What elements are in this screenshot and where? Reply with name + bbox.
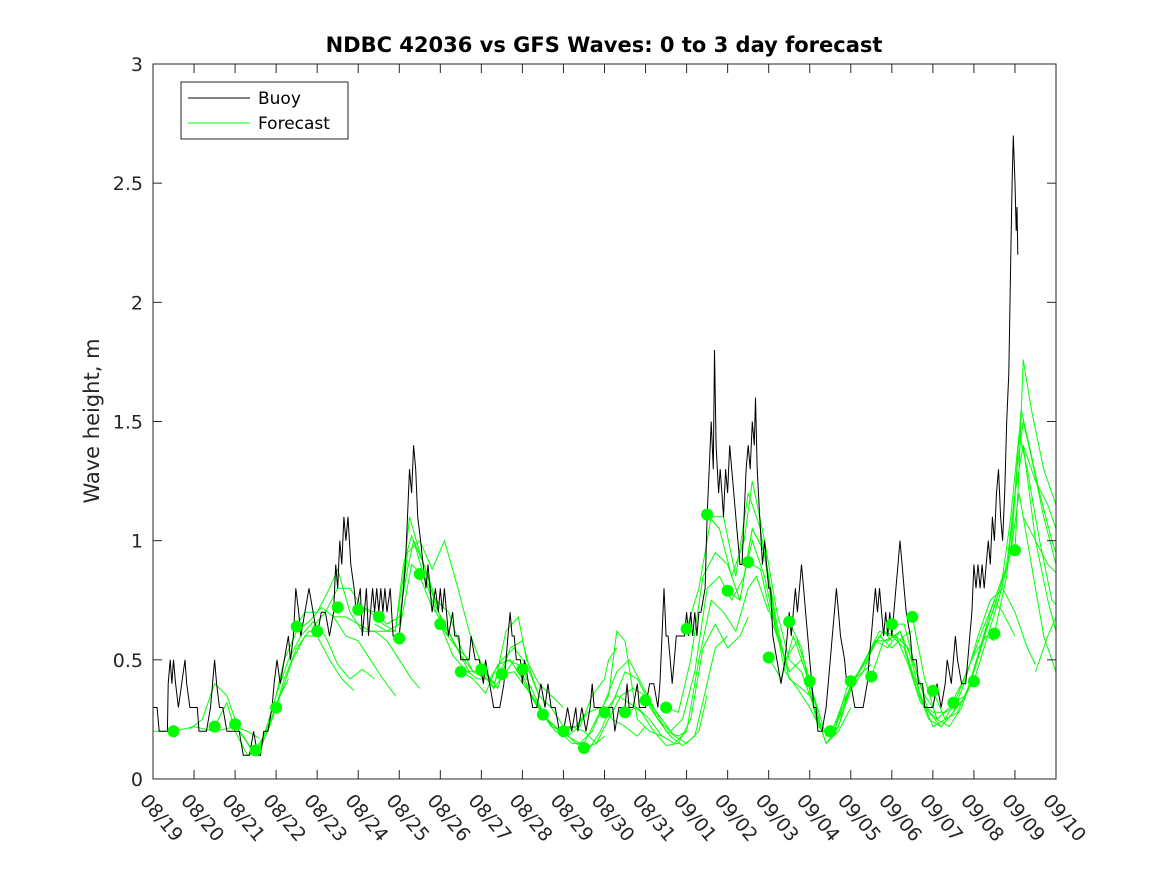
forecast-marker-36 [906,610,919,623]
forecast-marker-7 [311,625,324,638]
forecast-marker-14 [454,665,467,678]
forecast-marker-32 [824,725,837,738]
forecast-marker-8 [331,601,344,614]
forecast-marker-40 [988,627,1001,640]
forecast-marker-19 [557,725,570,738]
buoy-series-group [153,135,1019,756]
y-tick-label-1: 0.5 [113,650,143,672]
forecast-marker-16 [495,668,508,681]
forecast-series-group [153,359,1056,757]
forecast-line-38 [932,445,1056,721]
forecast-marker-22 [619,706,631,719]
forecast-marker-1 [167,725,180,738]
forecast-marker-group [167,508,1021,757]
forecast-line-42 [1014,359,1056,551]
forecast-line-24 [645,538,790,732]
legend-box [180,81,349,140]
forecast-marker-10 [372,610,385,623]
forecast-marker-29 [762,651,775,664]
forecast-marker-13 [434,618,447,631]
forecast-marker-33 [844,675,857,688]
forecast-marker-15 [475,663,488,676]
forecast-marker-24 [660,701,673,714]
forecast-marker-20 [578,742,590,754]
y-tick-label-0: 0 [131,769,143,791]
forecast-marker-4 [249,744,262,757]
forecast-line-9 [333,516,470,661]
forecast-marker-27 [721,584,734,597]
forecast-marker-25 [680,622,693,635]
forecast-marker-9 [352,603,365,616]
y-tick-label-6: 3 [131,54,143,76]
forecast-line-23 [624,575,770,744]
forecast-marker-31 [803,675,816,688]
forecast-marker-3 [229,718,242,731]
y-axis: 0 0.5 1 1.5 2 2.5 3 [113,54,1056,791]
forecast-marker-2 [208,720,221,733]
forecast-marker-41 [1009,544,1021,557]
legend: Buoy Forecast [180,81,349,140]
forecast-marker-39 [967,675,980,688]
forecast-marker-37 [926,684,939,697]
forecast-marker-18 [536,708,549,721]
forecast-marker-34 [865,670,878,683]
forecast-marker-21 [598,706,611,719]
forecast-marker-38 [947,696,960,709]
forecast-line-18 [521,630,663,744]
y-tick-label-5: 2.5 [113,173,143,195]
forecast-line-45 [1022,516,1056,574]
y-tick-label-3: 1.5 [113,412,143,434]
buoy-line [153,135,1019,756]
forecast-marker-30 [783,615,796,628]
y-tick-label-4: 2 [131,292,143,314]
forecast-marker-23 [639,694,652,707]
forecast-line-17 [501,671,646,737]
y-axis-label: Wave height, m [80,338,104,503]
legend-entry-buoy: Buoy [258,89,301,109]
chart-title: NDBC 42036 vs GFS Waves: 0 to 3 day fore… [326,33,883,57]
forecast-line-41 [993,409,1056,634]
forecast-marker-17 [516,663,529,676]
forecast-line-43 [1022,445,1056,531]
forecast-line-7 [292,567,421,689]
forecast-marker-5 [270,701,283,714]
forecast-line-44 [1035,615,1056,672]
forecast-marker-11 [393,632,406,645]
forecast-marker-28 [742,556,755,569]
forecast-line-15 [460,659,605,744]
forecast-marker-12 [413,568,426,580]
forecast-marker-6 [290,620,303,633]
y-tick-label-2: 1 [131,531,143,553]
legend-entry-forecast: Forecast [258,114,330,134]
forecast-marker-35 [885,618,898,631]
forecast-marker-26 [701,508,714,521]
forecast-line-37 [911,492,1056,728]
